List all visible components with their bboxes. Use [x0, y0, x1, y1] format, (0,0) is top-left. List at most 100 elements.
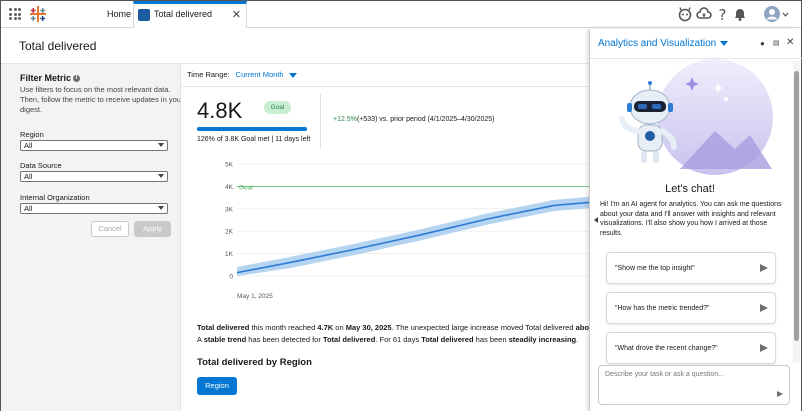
ai-panel-title[interactable]: Analytics and Visualization [598, 38, 729, 49]
cloud-icon[interactable] [696, 6, 712, 22]
chevron-down-icon[interactable] [720, 40, 729, 46]
send-icon[interactable] [760, 344, 768, 352]
insight-run: on [333, 323, 346, 332]
astro-icon[interactable] [677, 6, 693, 22]
app-launcher-icon[interactable] [9, 8, 21, 20]
info-icon[interactable]: ● [760, 39, 765, 48]
bell-icon[interactable] [732, 6, 748, 22]
ai-assistant-panel: Analytics and Visualization ● ▤ ✕ Let's … [589, 29, 802, 411]
chevron-down-icon[interactable] [288, 72, 297, 78]
time-range-label: Time Range: [187, 70, 230, 79]
info-icon[interactable]: i [73, 75, 81, 83]
period-change: +12.5%(+533) vs. prior period (4/1/2025–… [333, 116, 495, 123]
metric-chart: 5K 4K 3K 2K 1K 0 Goal May 1, 2025 [225, 162, 589, 300]
chat-description: Hi! I'm an AI agent for analytics. You c… [600, 201, 782, 237]
insight-run: Total delivered [197, 323, 250, 332]
internal-org-label: Internal Organization [20, 193, 90, 202]
send-icon[interactable] [760, 264, 768, 272]
suggestion-recent-change[interactable]: "What drove the recent change?" [606, 332, 776, 364]
insight-line: A stable trend has been detected for Tot… [197, 334, 589, 346]
scrollbar[interactable] [793, 61, 800, 363]
insight-run: stable trend [203, 335, 247, 344]
time-range-select[interactable]: Current Month [235, 70, 284, 79]
series-line [236, 201, 589, 274]
ai-panel-header: Analytics and Visualization ● ▤ ✕ [590, 29, 802, 59]
close-tab-icon[interactable]: ✕ [231, 9, 241, 21]
metric-icon [138, 9, 150, 21]
suggestion-top-insight[interactable]: "Show me the top insight" [606, 252, 776, 284]
metric-value: 4.8K [197, 98, 243, 123]
insight-run: . The unexpected large increase moved To… [391, 323, 576, 332]
insight-run: . For 61 days [375, 335, 422, 344]
agent-mascot-illustration [619, 59, 773, 175]
data-source-select[interactable]: All [20, 171, 168, 182]
chat-input[interactable]: Describe your task or ask a question... [598, 365, 790, 405]
close-icon[interactable]: ✕ [786, 37, 795, 48]
change-percent: +12.5% [333, 116, 357, 123]
apply-button[interactable]: Apply [134, 221, 171, 237]
metric-content: Time Range: Current Month 4.8K Goal 126% … [180, 64, 589, 411]
goal-progress-fill [197, 127, 307, 131]
y-tick-label: 2K [225, 229, 234, 236]
suggestion-text: "What drove the recent change?" [615, 345, 718, 352]
scrollbar-thumb[interactable] [794, 71, 799, 341]
region-label: Region [20, 130, 44, 139]
collapse-arrow-icon[interactable] [594, 217, 598, 223]
confidence-band [237, 196, 589, 276]
cancel-button[interactable]: Cancel [91, 221, 129, 237]
insight-run: this month reached [249, 323, 318, 332]
suggestion-metric-trend[interactable]: "How has the metric trended?" [606, 292, 776, 324]
svg-text:?: ? [719, 6, 727, 22]
avatar[interactable] [763, 5, 789, 22]
insight-run: has been detected for [246, 335, 323, 344]
tab-total-delivered[interactable]: Total delivered ✕ [133, 1, 247, 28]
y-tick-label: 1K [225, 251, 234, 258]
chevron-down-icon [158, 206, 164, 210]
new-chat-icon[interactable]: ▤ [773, 40, 780, 47]
y-tick-label: 3K [225, 206, 234, 213]
x-tick-label: May 1, 2025 [237, 293, 273, 300]
filter-title: Filter Metric i [20, 73, 81, 83]
data-source-label: Data Source [20, 161, 62, 170]
region-select[interactable]: All [20, 140, 168, 151]
chat-title: Let's chat! [665, 183, 715, 195]
page-title: Total delivered [19, 39, 97, 53]
insight-run: . [576, 335, 579, 344]
insight-run: has been [473, 335, 509, 344]
region-button[interactable]: Region [197, 377, 237, 395]
insight-run: May 30, 2025 [345, 323, 392, 332]
insight-run: steadily increasing [508, 335, 577, 344]
goal-progress-bar [197, 127, 307, 131]
insight-run: above the ex [575, 323, 589, 332]
tab-home[interactable]: Home [107, 9, 132, 19]
tableau-logo-icon [30, 6, 46, 22]
chevron-down-icon [158, 143, 164, 147]
y-tick-label: 0 [229, 274, 233, 281]
suggestion-text: "How has the metric trended?" [615, 305, 710, 312]
divider [181, 86, 589, 87]
insight-text: Total delivered this month reached 4.7K … [197, 322, 589, 346]
goal-line-label: Goal [239, 184, 253, 191]
chat-input-placeholder: Describe your task or ask a question... [605, 371, 725, 378]
divider [320, 94, 321, 148]
insight-line: Total delivered this month reached 4.7K … [197, 322, 589, 334]
chevron-down-icon [158, 174, 164, 178]
insight-run: 4.7K [317, 323, 334, 332]
y-tick-label: 4K [225, 184, 234, 191]
send-icon[interactable] [777, 391, 783, 397]
region-section-title: Total delivered by Region [197, 357, 312, 368]
goal-badge: Goal [264, 101, 291, 114]
filter-panel: Filter Metric i Use filters to focus on t… [9, 64, 183, 411]
help-icon[interactable]: ? [715, 6, 731, 24]
insight-run: A [197, 335, 204, 344]
insight-run: Total delivered [322, 335, 376, 344]
goal-text: 126% of 3.8K Goal met | 11 days left [197, 136, 311, 143]
filter-description: Use filters to focus on the most relevan… [20, 85, 184, 114]
send-icon[interactable] [760, 304, 768, 312]
global-header: Home Total delivered ✕ ? [1, 1, 801, 28]
page-header: Total delivered [1, 29, 589, 64]
internal-org-select[interactable]: All [20, 203, 168, 214]
tab-label: Total delivered [154, 9, 213, 19]
suggestion-text: "Show me the top insight" [615, 265, 695, 272]
time-range: Time Range: Current Month [187, 70, 297, 79]
